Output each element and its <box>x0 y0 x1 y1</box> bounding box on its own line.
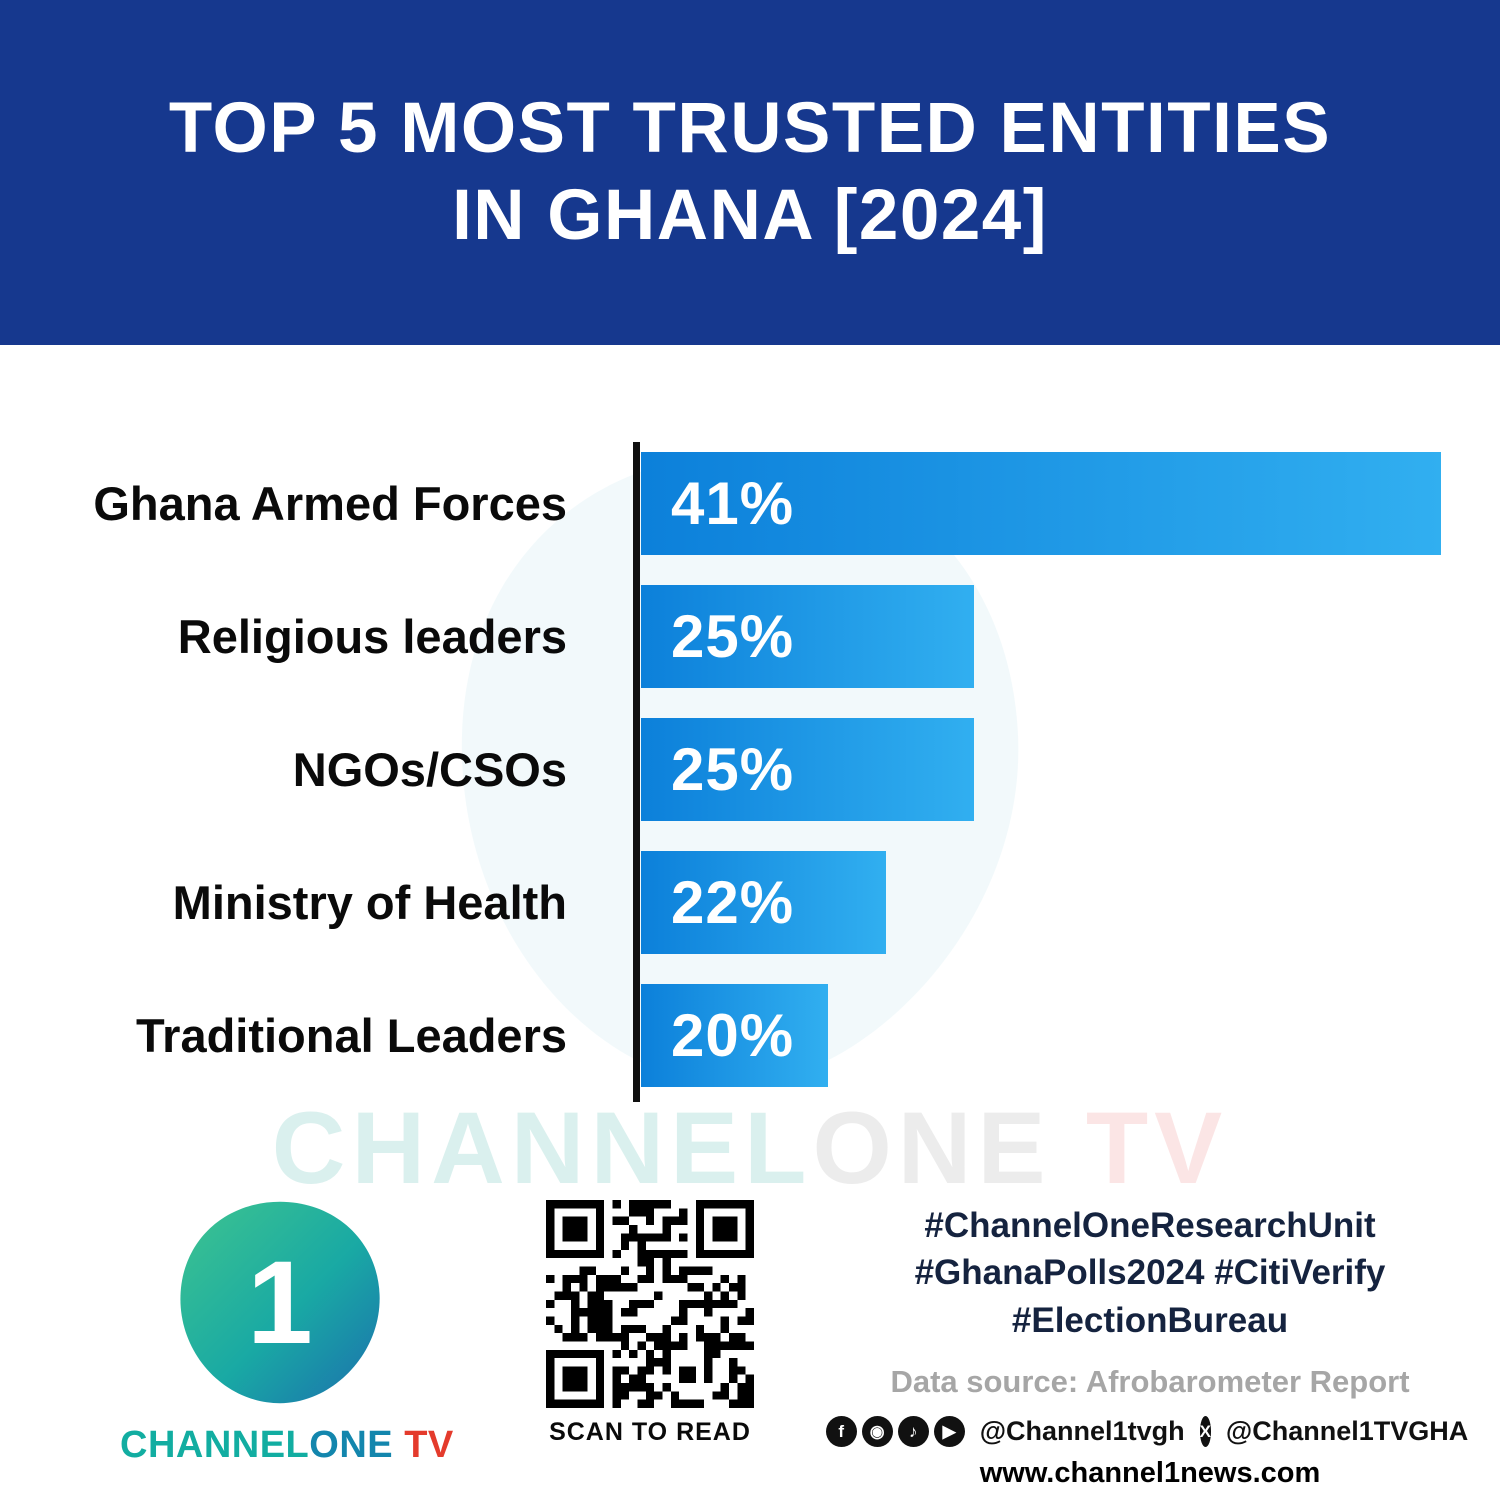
qr-caption: SCAN TO READ <box>549 1418 751 1446</box>
bar-category-label: Traditional Leaders <box>136 1009 567 1062</box>
instagram-icon: ◉ <box>861 1415 893 1447</box>
hashtags-line1: #ChannelOneResearchUnit <box>924 1206 1376 1245</box>
qr-block: SCAN TO READ <box>540 1200 760 1447</box>
header-banner: TOP 5 MOST TRUSTED ENTITIES IN GHANA [20… <box>0 0 1500 345</box>
watermark-tv: TV <box>1051 1091 1229 1205</box>
chart-axis-line <box>633 442 640 1102</box>
social-handle-1: @Channel1tvgh <box>979 1415 1185 1446</box>
bar-category-label: Ghana Armed Forces <box>93 477 567 530</box>
website-url: www.channel1news.com <box>979 1456 1321 1489</box>
bar-row: Religious leaders 25% <box>0 585 1500 688</box>
hashtags-line2: #GhanaPolls2024 #CitiVerify <box>914 1253 1386 1293</box>
bar-category-label: Religious leaders <box>177 610 567 663</box>
bar-value-label: 22% <box>671 869 795 936</box>
facebook-icon: f <box>825 1415 857 1447</box>
youtube-icon: ▶ <box>933 1415 965 1447</box>
bar: 22% <box>641 851 886 954</box>
bar-row: Ministry of Health 22% <box>0 851 1500 954</box>
x-icon: X <box>1199 1415 1211 1447</box>
brand-text: CHANNELONE TV <box>120 1424 453 1467</box>
qr-code <box>546 1200 754 1408</box>
social-handle-2: @Channel1TVGHA <box>1225 1415 1469 1446</box>
watermark-one: ONE <box>812 1091 1052 1205</box>
bar-row: Ghana Armed Forces 41% <box>0 452 1500 555</box>
bar-category-label: NGOs/CSOs <box>292 743 567 796</box>
hashtags-line3: #ElectionBureau <box>1011 1300 1289 1340</box>
bar: 25% <box>641 585 974 688</box>
bar-rows: Ghana Armed Forces 41% Religious leaders 25… <box>0 452 1500 1087</box>
social-row: f ◉ ♪ ▶ @Channel1tvgh X @Channel1TVGHA <box>825 1415 1468 1447</box>
brand-one: ONE <box>309 1424 394 1466</box>
brand-tv: TV <box>393 1424 454 1466</box>
watermark-text: CHANNELONE TV <box>0 1090 1500 1207</box>
bar-value-label: 25% <box>671 603 795 670</box>
bar-value-label: 20% <box>671 1002 795 1069</box>
bar: 41% <box>641 452 1441 555</box>
page-title-line1: TOP 5 MOST TRUSTED ENTITIES <box>168 88 1332 168</box>
data-source-text: Data source: Afrobarometer Report <box>890 1363 1410 1399</box>
bar-chart: Ghana Armed Forces 41% Religious leaders 25… <box>0 442 1500 1117</box>
page-title-line2: IN GHANA [2024] <box>452 175 1048 255</box>
bar-value-label: 25% <box>671 736 795 803</box>
footer-info-block: #ChannelOneResearchUnit #GhanaPolls2024 … <box>825 1202 1468 1490</box>
bar-category-label: Ministry of Health <box>172 876 567 929</box>
watermark-channel: CHANNEL <box>271 1091 813 1205</box>
bar-row: Traditional Leaders 20% <box>0 984 1500 1087</box>
bar: 25% <box>641 718 974 821</box>
bar-value-label: 41% <box>671 470 795 537</box>
tiktok-icon: ♪ <box>897 1415 929 1447</box>
channel-one-logo-icon: 1 <box>165 1195 395 1410</box>
brand-channel: CHANNEL <box>120 1424 310 1466</box>
channel-one-logo-block: 1 CHANNELONE TV <box>120 1195 453 1467</box>
social-icon-cluster: f ◉ ♪ ▶ <box>825 1415 965 1447</box>
bar-row: NGOs/CSOs 25% <box>0 718 1500 821</box>
bar: 20% <box>641 984 828 1087</box>
